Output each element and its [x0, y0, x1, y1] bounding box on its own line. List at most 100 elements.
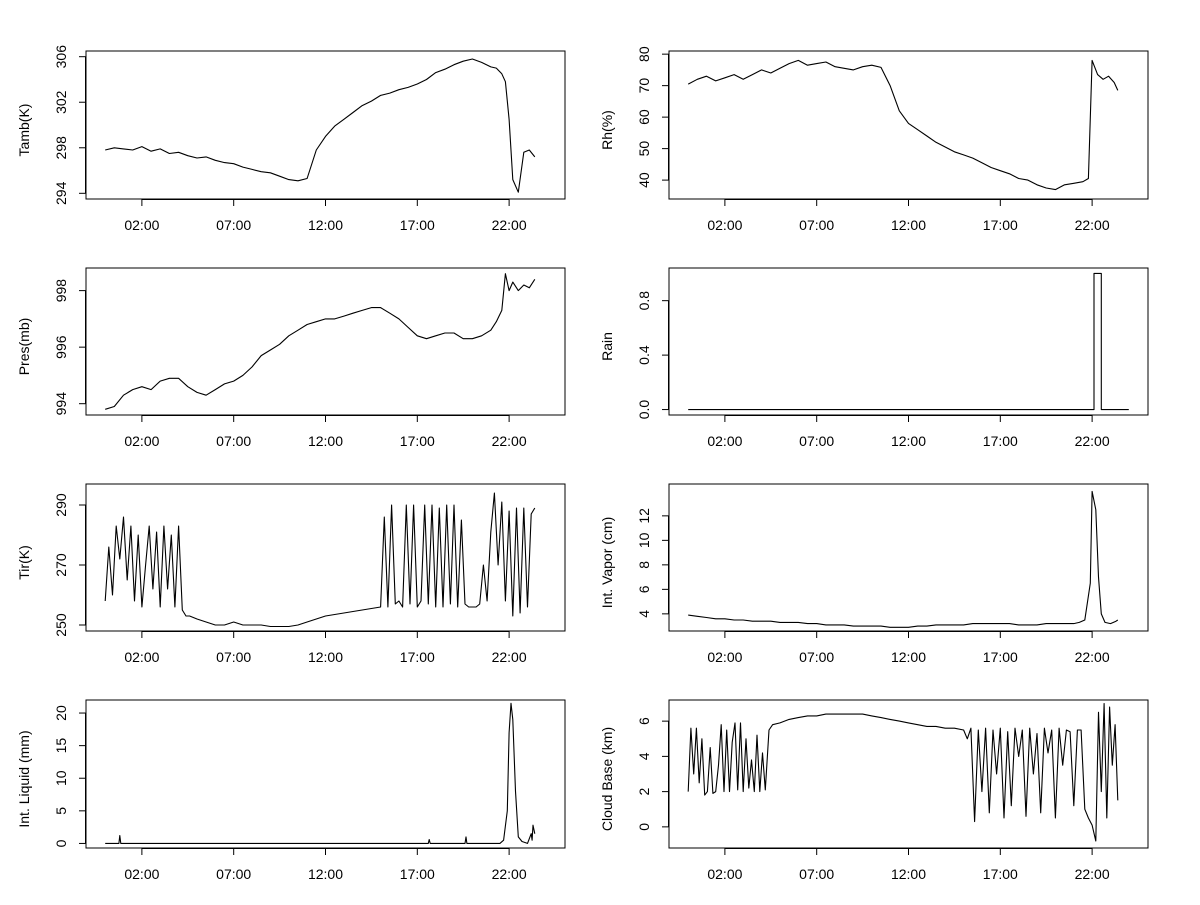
panel-pres: 02:00 07:00 12:00 17:00 22:00 994 996 998 Pres(m…	[16, 267, 566, 449]
x-tick-label: 07:00	[799, 866, 834, 882]
y-tick-label: 250	[53, 613, 69, 637]
y-tick-label: 302	[53, 90, 69, 114]
x-tick-label: 02:00	[124, 866, 159, 882]
y-axis-label-rh: Rh(%)	[599, 110, 615, 150]
y-tick-label: 298	[53, 136, 69, 160]
x-tick-label: 07:00	[216, 649, 251, 665]
y-tick-label: 4	[636, 610, 652, 618]
y-tick-label: 15	[53, 738, 69, 754]
x-tick-label: 12:00	[891, 649, 926, 665]
series-line-rh	[687, 59, 1119, 191]
x-tick-label: 07:00	[216, 866, 251, 882]
y-axis-label-int-vapor: Int. Vapor (cm)	[599, 517, 615, 609]
y-tick-label: 4	[636, 752, 652, 760]
y-tick-label: 10	[53, 770, 69, 786]
x-tick-label: 17:00	[983, 649, 1018, 665]
x-tick-label: 17:00	[983, 433, 1018, 449]
panel-rain: 02:00 07:00 12:00 17:00 22:00 0.0 0.4 0.8 Rain	[599, 267, 1149, 449]
y-tick-label: 6	[636, 585, 652, 593]
panel-int-vapor: 02:00 07:00 12:00 17:00 22:00 4 6 8 10 12 Int. Vap…	[599, 483, 1149, 665]
y-tick-label: 2	[636, 788, 652, 796]
y-tick-label: 994	[53, 392, 69, 416]
x-tick-label: 22:00	[492, 433, 527, 449]
y-tick-label: 70	[636, 78, 652, 94]
y-tick-label: 0.0	[636, 400, 652, 420]
y-tick-label: 10	[636, 532, 652, 548]
y-tick-label: 60	[636, 109, 652, 125]
x-tick-label: 22:00	[1075, 866, 1110, 882]
x-tick-label: 17:00	[400, 649, 435, 665]
y-tick-label: 0	[636, 823, 652, 831]
x-tick-label: 02:00	[707, 433, 742, 449]
y-axis-label-cloud-base: Cloud Base (km)	[599, 727, 615, 831]
x-tick-label: 12:00	[308, 433, 343, 449]
x-tick-label: 07:00	[799, 649, 834, 665]
series-line-cloud-base	[687, 702, 1119, 842]
y-tick-label: 0	[53, 839, 69, 847]
y-tick-label: 290	[53, 493, 69, 517]
series-line-tir	[104, 492, 536, 628]
y-tick-label: 12	[636, 508, 652, 524]
x-tick-label: 02:00	[707, 866, 742, 882]
x-tick-label: 22:00	[1075, 433, 1110, 449]
x-tick-label: 17:00	[983, 217, 1018, 233]
series-line-tamb	[105, 58, 536, 193]
plot-frame	[85, 267, 566, 416]
x-tick-label: 02:00	[124, 649, 159, 665]
x-tick-label: 17:00	[400, 217, 435, 233]
x-tick-label: 17:00	[983, 866, 1018, 882]
y-tick-label: 294	[53, 181, 69, 205]
series-line-rain	[688, 272, 1129, 411]
plot-frame	[668, 699, 1149, 849]
y-tick-label: 40	[636, 172, 652, 188]
panel-tamb: 02:00 07:00 12:00 17:00 22:00 294 298 302 306 Tam…	[16, 45, 566, 233]
y-tick-label: 0.8	[636, 291, 652, 311]
y-tick-label: 6	[636, 717, 652, 725]
x-tick-label: 12:00	[308, 649, 343, 665]
panel-tir: 02:00 07:00 12:00 17:00 22:00 250 270 290 Tir(K)	[16, 483, 566, 665]
x-tick-label: 07:00	[799, 433, 834, 449]
x-tick-label: 12:00	[891, 217, 926, 233]
plot-frame	[85, 699, 566, 849]
y-tick-label: 306	[53, 45, 69, 69]
y-tick-label: 80	[636, 46, 652, 62]
x-tick-label: 22:00	[492, 649, 527, 665]
x-tick-label: 22:00	[1075, 649, 1110, 665]
series-line-pres	[105, 273, 536, 410]
y-tick-label: 50	[636, 141, 652, 157]
x-tick-label: 02:00	[707, 217, 742, 233]
x-tick-label: 02:00	[707, 649, 742, 665]
plot-frame	[668, 483, 1149, 632]
panel-rh: 02:00 07:00 12:00 17:00 22:00 40 50 60 70 80 Rh(%)	[599, 46, 1149, 233]
y-tick-label: 996	[53, 335, 69, 359]
x-tick-label: 22:00	[1075, 217, 1110, 233]
y-tick-label: 270	[53, 553, 69, 577]
y-tick-label: 20	[53, 705, 69, 721]
x-tick-label: 12:00	[891, 433, 926, 449]
x-tick-label: 12:00	[891, 866, 926, 882]
y-axis-label-tir: Tir(K)	[16, 545, 32, 579]
x-tick-label: 07:00	[216, 433, 251, 449]
x-tick-label: 22:00	[492, 217, 527, 233]
y-tick-label: 5	[53, 807, 69, 815]
y-tick-label: 0.4	[636, 345, 652, 365]
x-tick-label: 17:00	[400, 866, 435, 882]
x-tick-label: 07:00	[216, 217, 251, 233]
plot-frame	[668, 267, 1149, 416]
x-tick-label: 12:00	[308, 866, 343, 882]
y-tick-label: 8	[636, 561, 652, 569]
x-tick-label: 22:00	[492, 866, 527, 882]
y-tick-label: 998	[53, 279, 69, 303]
y-axis-label-pres: Pres(mb)	[16, 318, 32, 376]
plot-frame	[668, 50, 1149, 200]
series-line-int-liquid	[105, 702, 536, 844]
y-axis-label-rain: Rain	[599, 332, 615, 361]
x-tick-label: 07:00	[799, 217, 834, 233]
y-axis-label-int-liquid: Int. Liquid (mm)	[16, 730, 32, 827]
x-tick-label: 17:00	[400, 433, 435, 449]
panel-int-liquid: 02:00 07:00 12:00 17:00 22:00 0 5 10 15 20 Int. Li…	[16, 699, 566, 882]
panel-cloud-base: 02:00 07:00 12:00 17:00 22:00 0 2 4 6 Cloud Base …	[599, 699, 1149, 882]
y-axis-label-tamb: Tamb(K)	[16, 104, 32, 157]
